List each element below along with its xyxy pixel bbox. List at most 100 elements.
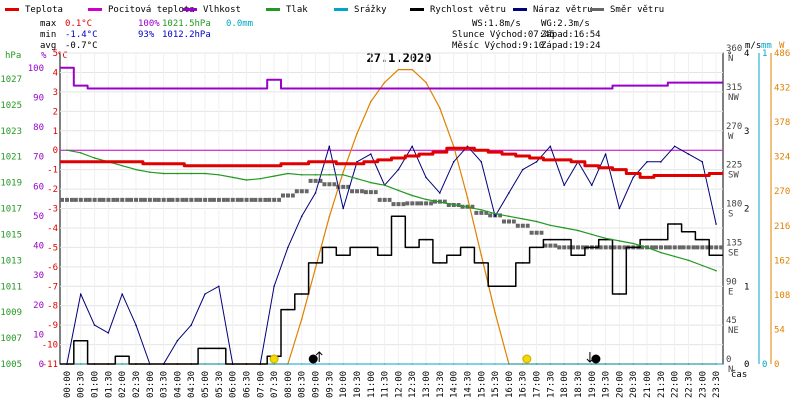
series-point-naraz-vetru xyxy=(93,324,96,326)
series-point-vlhkost xyxy=(397,87,400,90)
x-tick: 17:00 xyxy=(533,371,543,398)
series-point-teplota xyxy=(273,164,275,167)
series-point-vlhkost xyxy=(563,87,565,90)
wind-speed-info: WS:1.8m/s xyxy=(472,19,521,29)
legend-swatch xyxy=(266,8,280,11)
y-tick-degc: -11 xyxy=(42,360,58,370)
series-point-naraz-vetru xyxy=(342,207,344,210)
x-tick: 15:00 xyxy=(477,371,487,398)
series-point-srazky xyxy=(79,363,82,365)
y-tick-degc: 1 xyxy=(53,127,58,137)
y-tick-degc: -6 xyxy=(47,263,58,273)
y-tick-degc: -8 xyxy=(47,302,58,312)
y-tick-w: 54 xyxy=(774,325,785,335)
series-point-naraz-vetru xyxy=(425,176,427,179)
unit-w: W xyxy=(779,41,785,51)
y-tick-ms: 0 xyxy=(744,360,749,370)
series-point-rychlost-vetru xyxy=(356,246,358,249)
y-tick-w: 108 xyxy=(774,291,790,301)
x-tick: 11:00 xyxy=(367,371,377,398)
y-tick-dir-label: N xyxy=(728,365,733,375)
series-point-vlhkost xyxy=(287,87,289,90)
series-point-rychlost-vetru xyxy=(466,246,469,249)
series-point-srazky xyxy=(577,363,579,365)
series-point-tlak xyxy=(535,220,538,223)
series-point-tlak xyxy=(452,203,455,206)
y-tick-w: 432 xyxy=(774,84,790,94)
series-point-srazky xyxy=(604,363,607,365)
y-tick-dir: 45 xyxy=(726,316,737,326)
series-point-rychlost-vetru xyxy=(121,355,123,358)
series-point-tlak xyxy=(480,208,483,211)
series-point-teplota xyxy=(231,164,234,167)
series-point-teplota xyxy=(218,164,220,167)
series-point-teplota xyxy=(701,174,704,177)
x-tick: 23:30 xyxy=(712,371,722,398)
series-point-teplota xyxy=(673,174,676,177)
series-point-srazky xyxy=(549,363,552,365)
series-point-naraz-vetru xyxy=(107,332,110,334)
y-tick-hpa: 1013 xyxy=(0,256,22,266)
series-point-teplota xyxy=(342,162,344,165)
y-tick-pct: 90 xyxy=(33,93,44,103)
series-point-tlak xyxy=(715,269,717,272)
series-point-teplota xyxy=(425,153,427,155)
series-point-teplota xyxy=(604,166,607,169)
series-point-rychlost-vetru xyxy=(480,262,483,264)
series-point-srazky xyxy=(508,363,510,365)
series-point-teplota xyxy=(397,157,400,159)
series-point-teplota xyxy=(577,161,579,163)
series-point-vlhkost xyxy=(107,87,110,90)
x-tick: 05:30 xyxy=(215,371,225,398)
series-point-srazky xyxy=(300,363,303,365)
series-point-rychlost-vetru xyxy=(411,246,414,249)
stats-min-hum: 93% xyxy=(138,30,155,40)
legend-label: Srážky xyxy=(354,5,387,15)
series-point-slunce xyxy=(300,318,303,321)
series-point-teplota xyxy=(508,153,510,155)
series-point-vlhkost xyxy=(273,78,275,81)
series-point-naraz-vetru xyxy=(604,153,607,155)
y-tick-hpa: 1005 xyxy=(0,360,22,370)
series-point-teplota xyxy=(121,161,123,163)
series-layer xyxy=(60,66,723,365)
y-tick-pct: 20 xyxy=(33,301,44,311)
y-tick-dir-label: W xyxy=(728,132,734,142)
series-point-slunce xyxy=(328,216,331,218)
series-point-vlhkost xyxy=(673,81,676,84)
series-point-naraz-vetru xyxy=(273,285,275,288)
series-point-rychlost-vetru xyxy=(259,363,262,365)
y-tick-dir: 225 xyxy=(726,161,742,171)
legend-swatch xyxy=(410,8,424,11)
y-tick-degc: 4 xyxy=(53,68,58,78)
series-point-naraz-vetru xyxy=(176,339,179,342)
series-point-teplota xyxy=(259,164,262,167)
series-point-slunce xyxy=(466,196,469,199)
series-point-tlak xyxy=(660,251,662,254)
series-point-teplota xyxy=(494,151,496,153)
y-tick-degc: -4 xyxy=(47,224,58,234)
series-point-rychlost-vetru xyxy=(508,285,510,288)
series-point-naraz-vetru xyxy=(397,168,400,171)
moonrise-marker xyxy=(308,354,318,364)
y-tick-dir: 90 xyxy=(726,277,737,287)
x-tick: 06:00 xyxy=(229,371,239,398)
series-point-vlhkost xyxy=(494,87,496,90)
x-tick: 00:00 xyxy=(63,371,73,398)
stats-min-label: min xyxy=(40,30,56,40)
chart-title: 27.1.2020 xyxy=(366,51,431,65)
x-tick: 16:30 xyxy=(519,371,529,398)
series-point-srazky xyxy=(204,363,206,365)
x-tick: 19:30 xyxy=(602,371,612,398)
y-tick-w: 0 xyxy=(774,360,779,370)
series-point-rychlost-vetru xyxy=(162,363,165,365)
series-point-teplota xyxy=(715,172,717,175)
moon-set-info: Západ:19:24 xyxy=(541,41,601,51)
y-tick-degc: 5 xyxy=(53,49,58,59)
series-point-tlak xyxy=(342,174,344,176)
x-tick: 04:00 xyxy=(173,371,183,398)
unit-ms: m/s xyxy=(745,41,761,51)
y-tick-ms: 2 xyxy=(744,205,749,215)
stats-max-hum: 100% xyxy=(138,19,160,29)
series-point-teplota xyxy=(135,161,137,163)
